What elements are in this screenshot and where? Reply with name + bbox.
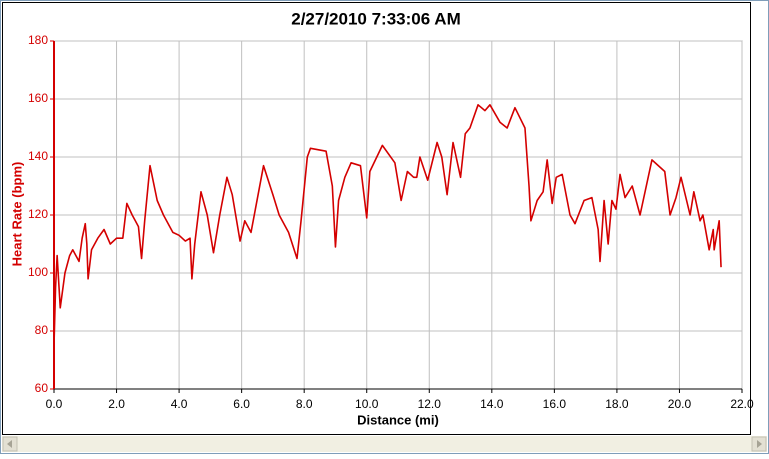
x-tick-label: 0.0: [46, 397, 63, 411]
arrow-left: [7, 440, 12, 448]
x-tick-label: 18.0: [605, 397, 629, 411]
y-tick-label: 100: [28, 265, 48, 279]
x-tick-label: 8.0: [296, 397, 313, 411]
x-tick-label: 20.0: [668, 397, 692, 411]
x-axis-label: Distance (mi): [357, 412, 439, 427]
x-tick-label: 4.0: [171, 397, 188, 411]
y-tick-label: 80: [35, 323, 49, 337]
y-tick-label: 60: [35, 381, 49, 395]
x-tick-label: 14.0: [480, 397, 504, 411]
x-tick-label: 22.0: [730, 397, 754, 411]
heart-rate-line: [53, 104, 722, 346]
x-tick-label: 6.0: [233, 397, 250, 411]
x-tick-label: 12.0: [418, 397, 442, 411]
arrow-right: [757, 440, 762, 448]
x-tick-label: 16.0: [543, 397, 567, 411]
y-axis-label: Heart Rate (bpm): [9, 162, 24, 267]
y-tick-label: 120: [28, 207, 48, 221]
plot-area: 60 80 100 120 140 160 180 0.0 2.0 4.0 6.0 8.0 10.0 12…: [28, 33, 754, 411]
y-tick-label: 140: [28, 149, 48, 163]
x-tick-label: 10.0: [355, 397, 379, 411]
x-tick-label: 2.0: [108, 397, 125, 411]
y-tick-label: 160: [28, 91, 48, 105]
chart-title: 2/27/2010 7:33:06 AM: [291, 9, 460, 28]
y-tick-label: 180: [28, 33, 48, 47]
scrollbar[interactable]: [2, 436, 767, 452]
